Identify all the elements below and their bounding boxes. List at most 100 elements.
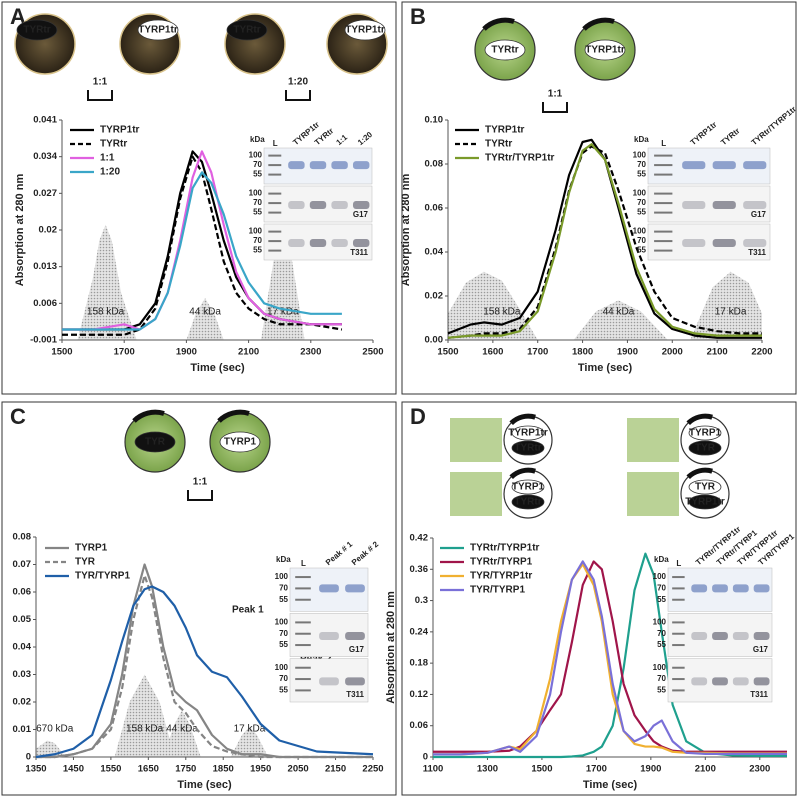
ladder-mark: 100 xyxy=(633,189,647,198)
blot-band xyxy=(732,584,749,593)
protein-label: TYRtr xyxy=(491,45,518,56)
x-tick-label: 1450 xyxy=(63,764,84,775)
x-tick-label: 2100 xyxy=(238,347,259,358)
ladder-mark: 100 xyxy=(633,151,647,160)
antibody-label: G17 xyxy=(753,645,769,654)
x-axis-title: Time (sec) xyxy=(583,779,638,791)
x-tick-label: 1900 xyxy=(640,764,661,775)
blot-band xyxy=(309,161,327,170)
protein-shape xyxy=(511,440,545,456)
x-tick-label: 1300 xyxy=(477,764,498,775)
blot-unit: kDa xyxy=(276,555,291,564)
blot-band xyxy=(309,239,327,247)
ladder-mark: 55 xyxy=(253,246,262,255)
mix-vessel xyxy=(187,490,213,501)
x-axis-title: Time (sec) xyxy=(190,362,245,374)
x-tick-label: 2100 xyxy=(695,764,716,775)
y-tick-label: 0.10 xyxy=(425,115,444,126)
blot-band xyxy=(288,201,305,209)
x-tick-label: 1100 xyxy=(423,764,444,775)
ladder-mark: 55 xyxy=(279,686,288,695)
protein-label: TYRP1tr xyxy=(585,45,625,56)
blot-band xyxy=(331,239,348,247)
cell-photo xyxy=(450,418,502,462)
mix-vessel xyxy=(87,90,113,101)
marker-peak xyxy=(230,726,269,757)
icon-arrow xyxy=(582,17,615,31)
blot-band xyxy=(682,161,706,170)
legend-label: TYRtr xyxy=(100,139,127,150)
ladder-mark: 100 xyxy=(275,663,289,672)
ladder-band xyxy=(672,644,685,647)
protein-label: TYR xyxy=(695,443,716,454)
panel-frame xyxy=(1,1,397,395)
antibody-label: T311 xyxy=(350,248,368,257)
cell-photo xyxy=(627,418,679,462)
lane-label: L xyxy=(301,559,306,568)
ladder-band xyxy=(654,249,673,252)
protein-shape xyxy=(688,440,722,456)
cell-photo xyxy=(450,472,502,516)
series-line xyxy=(62,150,342,331)
protein-label: TYRtr xyxy=(23,25,50,36)
protein-shape xyxy=(688,494,722,510)
ladder-mark: 70 xyxy=(637,160,646,169)
blot-band xyxy=(743,161,767,170)
y-tick-label: 0.36 xyxy=(410,564,429,575)
icon-arrow xyxy=(217,409,250,423)
legend-label: TYR/TYRP1 xyxy=(75,571,130,582)
lane-label: Peak # 2 xyxy=(350,539,381,567)
x-tick-label: 1800 xyxy=(572,347,593,358)
blot-panel xyxy=(289,613,369,657)
blot-band xyxy=(712,201,736,209)
ladder-mark: 55 xyxy=(637,208,646,217)
x-tick-label: 2250 xyxy=(362,764,383,775)
blot-band xyxy=(319,632,339,640)
marker-label: 158 kDa xyxy=(126,724,164,735)
icon-arrow xyxy=(482,17,515,31)
marker-label: 44 kDa xyxy=(189,307,221,318)
blot-band xyxy=(331,161,348,170)
series-line xyxy=(62,171,342,331)
lane-label: TYRP1tr xyxy=(689,120,719,147)
mixing-ratio: 1:1 xyxy=(548,89,563,100)
ladder-mark: 55 xyxy=(279,640,288,649)
y-tick-label: -0.001 xyxy=(30,335,58,346)
ladder-band xyxy=(672,587,685,590)
ladder-mark: 55 xyxy=(637,170,646,179)
marker-label: 158 kDa xyxy=(483,307,521,318)
icon-arrow xyxy=(509,467,536,480)
panel-letter: D xyxy=(410,404,426,429)
blot-band xyxy=(743,201,767,209)
panel-letter: A xyxy=(10,4,26,29)
protein-shape xyxy=(584,39,626,61)
blot-band xyxy=(712,584,728,593)
y-tick-label: 0.00 xyxy=(425,335,444,346)
ladder-mark: 70 xyxy=(657,674,666,683)
ladder-mark: 70 xyxy=(279,584,288,593)
ladder-band xyxy=(295,678,311,681)
legend-label: 1:20 xyxy=(100,167,120,178)
series-line xyxy=(447,138,762,339)
protein-label: TYR xyxy=(695,482,716,493)
ladder-mark: 100 xyxy=(249,227,263,236)
x-tick-label: 2200 xyxy=(751,347,772,358)
icon-arrow xyxy=(686,413,713,426)
ladder-mark: 100 xyxy=(653,663,667,672)
ladder-mark: 100 xyxy=(633,227,647,236)
ladder-band xyxy=(672,678,685,681)
blot-band xyxy=(712,161,736,170)
ladder-band xyxy=(295,621,311,624)
y-tick-label: 0.02 xyxy=(425,291,444,302)
blot-band xyxy=(753,584,770,593)
legend-label: TYRP1 xyxy=(75,543,108,554)
antibody-label: T311 xyxy=(750,690,768,699)
x-tick-label: 1600 xyxy=(482,347,503,358)
y-tick-label: 0.06 xyxy=(425,203,444,214)
protein-shape xyxy=(344,19,386,41)
blot-band xyxy=(691,584,708,593)
panel-letter: C xyxy=(10,404,26,429)
x-tick-label: 1850 xyxy=(213,764,234,775)
blot-band xyxy=(319,584,339,593)
